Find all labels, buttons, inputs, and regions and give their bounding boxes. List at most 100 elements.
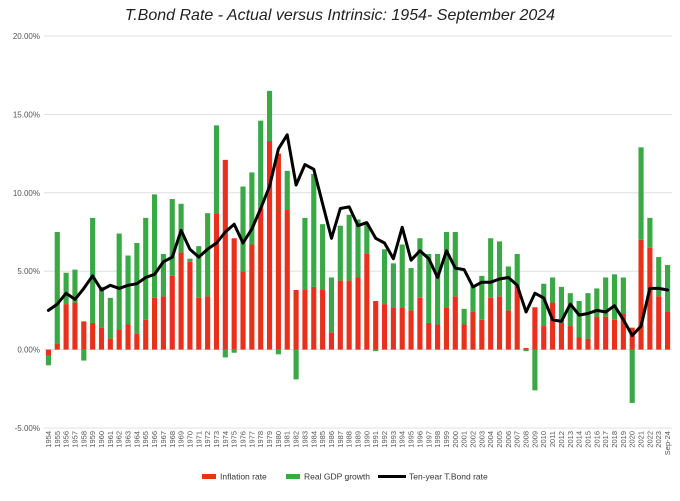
x-tick-label: 1983 — [300, 431, 309, 448]
inflation-bar — [275, 153, 281, 350]
x-tick-label: 2014 — [575, 431, 584, 448]
gdp-bar — [638, 147, 644, 240]
inflation-bar — [249, 244, 255, 350]
gdp-bar — [54, 232, 60, 344]
inflation-bar — [81, 321, 87, 350]
x-tick-label: 1991 — [371, 431, 380, 448]
x-tick-label: 1961 — [106, 431, 115, 448]
x-tick-label: 2017 — [601, 431, 610, 448]
inflation-bar — [107, 338, 113, 350]
gdp-bar — [496, 241, 503, 297]
inflation-bar — [355, 277, 361, 350]
chart-title: T.Bond Rate - Actual versus Intrinsic: 1… — [125, 7, 555, 24]
gdp-bar — [337, 225, 343, 281]
legend-swatch — [286, 474, 300, 479]
inflation-bar — [320, 290, 326, 350]
inflation-bar — [151, 297, 158, 350]
x-tick-label: 2003 — [477, 431, 486, 448]
gdp-bar — [125, 255, 131, 325]
inflation-bar — [514, 285, 520, 350]
x-tick-label: 1978 — [256, 431, 265, 448]
gdp-bar — [98, 286, 105, 328]
gdp-bar — [231, 349, 237, 353]
gdp-bar — [293, 349, 299, 380]
x-tick-label: 1963 — [124, 431, 133, 448]
gdp-bar — [620, 277, 626, 314]
x-tick-label: 2005 — [495, 431, 504, 448]
x-tick-label: 1964 — [132, 431, 141, 448]
gdp-bar — [63, 272, 69, 305]
gdp-bar — [479, 275, 485, 320]
gdp-bar — [72, 269, 78, 303]
inflation-bar — [258, 208, 264, 350]
gdp-bar — [178, 203, 184, 253]
x-tick-label: 2001 — [460, 431, 469, 448]
gdp-bar — [585, 293, 591, 339]
x-tick-label: 2002 — [468, 431, 477, 448]
inflation-bar — [63, 304, 69, 350]
x-tick-label: 2018 — [610, 431, 619, 448]
y-tick-label: 20.00% — [13, 32, 40, 41]
x-tick-label: 1973 — [212, 431, 221, 448]
inflation-bar — [125, 324, 131, 350]
x-tick-label: 1997 — [424, 431, 433, 448]
x-tick-label: 1980 — [274, 431, 283, 448]
x-tick-label: 2020 — [628, 431, 637, 448]
gdp-bar — [107, 297, 113, 339]
inflation-bar — [435, 324, 441, 350]
gdp-bar — [275, 349, 281, 355]
inflation-bar — [479, 319, 485, 350]
gdp-bar — [196, 246, 202, 298]
x-tick-label: 1977 — [247, 431, 256, 448]
gdp-bar — [355, 219, 361, 278]
inflation-bar — [496, 296, 503, 350]
x-tick-label: 1995 — [407, 431, 416, 448]
x-tick-label: 1981 — [283, 431, 292, 448]
y-tick-label: 10.00% — [13, 189, 40, 198]
gdp-bar — [381, 249, 388, 305]
gdp-bar — [143, 217, 149, 320]
x-tick-label: 1992 — [380, 431, 389, 448]
y-axis-ticks: -5.00% 0.00% 5.00% 10.00% 15.00% 20.00% — [13, 32, 40, 433]
gdp-bar — [576, 300, 582, 338]
inflation-bar — [213, 213, 220, 350]
gdp-bar — [169, 199, 175, 276]
gdp-bar — [523, 349, 529, 352]
inflation-bar — [461, 324, 467, 350]
inflation-bar — [638, 239, 644, 350]
gdp-bar — [452, 232, 458, 297]
inflation-bar — [231, 238, 237, 350]
legend-label: Ten-year T.Bond rate — [409, 472, 488, 482]
x-tick-label: 1969 — [177, 431, 186, 448]
inflation-bar — [443, 307, 450, 350]
gdp-bar — [390, 263, 396, 308]
inflation-bar — [665, 311, 671, 350]
x-tick-label: 2011 — [548, 431, 557, 447]
inflation-bar — [364, 253, 370, 350]
gdp-bar — [320, 224, 326, 291]
inflation-bar — [611, 319, 618, 350]
gdp-bar — [222, 349, 228, 358]
x-tick-label: 1958 — [79, 431, 88, 448]
inflation-bar — [381, 304, 388, 350]
gdp-bar — [258, 120, 264, 209]
inflation-bar — [505, 310, 511, 350]
inflation-bar — [45, 349, 51, 356]
x-tick-label: 1979 — [265, 431, 274, 448]
inflation-bar — [585, 338, 591, 350]
gdp-bar — [426, 253, 432, 323]
gdp-bar — [532, 349, 538, 391]
x-tick-label: 1962 — [115, 431, 124, 448]
inflation-bar — [426, 322, 432, 350]
inflation-bar — [567, 326, 573, 350]
x-tick-label: 1957 — [70, 431, 79, 448]
gdp-bar — [81, 349, 87, 361]
y-tick-label: 0.00% — [17, 346, 40, 355]
x-tick-label: 2021 — [637, 431, 646, 448]
gdp-bar — [240, 186, 246, 272]
gdp-bar — [514, 253, 520, 286]
gdp-bar — [302, 217, 308, 291]
gdp-bar — [284, 170, 290, 211]
